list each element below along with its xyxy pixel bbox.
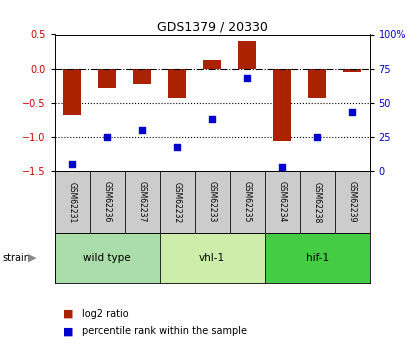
Text: ■: ■ <box>63 309 74 319</box>
Bar <box>308 69 326 98</box>
Text: percentile rank within the sample: percentile rank within the sample <box>82 326 247 336</box>
Point <box>104 134 110 140</box>
Text: GSM62238: GSM62238 <box>312 181 322 223</box>
Point <box>314 134 320 140</box>
Bar <box>273 69 291 141</box>
Bar <box>63 69 81 115</box>
Text: GSM62234: GSM62234 <box>278 181 286 223</box>
Text: GSM62235: GSM62235 <box>243 181 252 223</box>
Point <box>69 161 76 167</box>
Bar <box>125 171 160 233</box>
Text: log2 ratio: log2 ratio <box>82 309 129 319</box>
Bar <box>203 60 221 69</box>
Text: wild type: wild type <box>83 253 131 263</box>
Text: GSM62236: GSM62236 <box>102 181 112 223</box>
Bar <box>335 171 370 233</box>
Text: GSM62237: GSM62237 <box>138 181 147 223</box>
Bar <box>55 233 160 283</box>
Point <box>349 110 355 115</box>
Point <box>244 76 250 81</box>
Bar <box>168 69 186 98</box>
Bar <box>160 171 194 233</box>
Bar <box>230 171 265 233</box>
Bar <box>265 233 370 283</box>
Text: GSM62232: GSM62232 <box>173 181 181 223</box>
Point <box>209 117 215 122</box>
Bar <box>344 69 361 72</box>
Bar <box>89 171 125 233</box>
Text: hif-1: hif-1 <box>305 253 329 263</box>
Bar <box>55 171 89 233</box>
Text: vhl-1: vhl-1 <box>199 253 225 263</box>
Bar <box>194 171 230 233</box>
Text: GSM62239: GSM62239 <box>348 181 357 223</box>
Point <box>174 144 181 149</box>
Bar <box>98 69 116 88</box>
Bar <box>239 41 256 69</box>
Point <box>139 127 145 133</box>
Text: ■: ■ <box>63 326 74 336</box>
Text: ▶: ▶ <box>28 253 37 263</box>
Bar <box>265 171 299 233</box>
Point <box>279 164 286 170</box>
Title: GDS1379 / 20330: GDS1379 / 20330 <box>157 20 268 33</box>
Text: GSM62231: GSM62231 <box>68 181 76 223</box>
Bar <box>160 233 265 283</box>
Bar <box>134 69 151 85</box>
Text: GSM62233: GSM62233 <box>207 181 217 223</box>
Text: strain: strain <box>2 253 30 263</box>
Bar <box>299 171 335 233</box>
